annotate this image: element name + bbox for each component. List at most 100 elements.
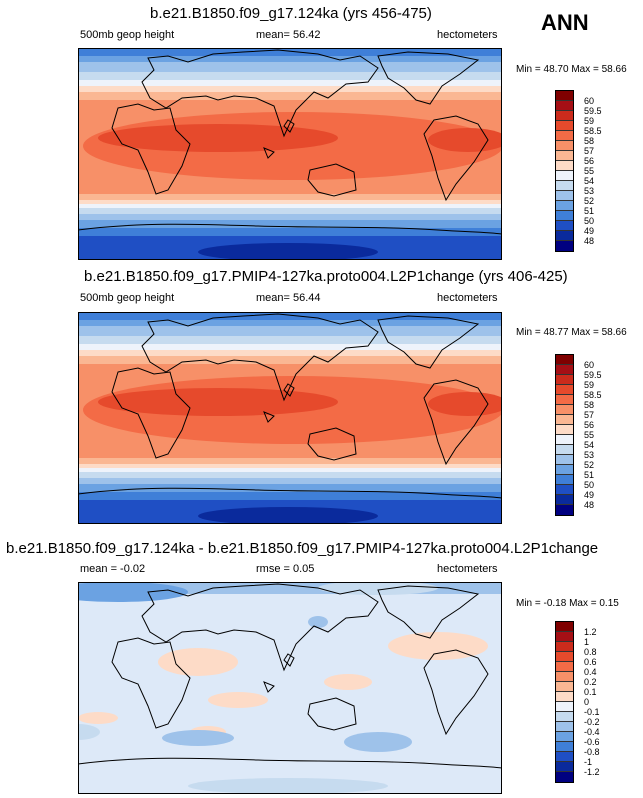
- colorbar-label: 53: [584, 450, 595, 460]
- colorbar-label: 54: [584, 440, 595, 450]
- panel-3-colorbar: [555, 621, 574, 783]
- panel-3-rmse: rmse = 0.05: [256, 563, 315, 575]
- colorbar-swatch: [556, 455, 573, 465]
- colorbar-swatch: [556, 445, 573, 455]
- panel-1-minmax: Min = 48.70 Max = 58.66: [516, 64, 627, 75]
- panel-1-variable: 500mb geop height: [80, 29, 175, 41]
- colorbar-swatch: [556, 181, 573, 191]
- colorbar-swatch: [556, 121, 573, 131]
- colorbar-swatch: [556, 622, 573, 632]
- colorbar-label: 0: [584, 697, 590, 707]
- colorbar-label: 53: [584, 186, 595, 196]
- colorbar-swatch: [556, 355, 573, 365]
- colorbar-swatch: [556, 662, 573, 672]
- colorbar-swatch: [556, 435, 573, 445]
- colorbar-swatch: [556, 141, 573, 151]
- colorbar-label: -0.1: [584, 707, 600, 717]
- panel-1-colorbar: [555, 90, 574, 252]
- colorbar-label: 56: [584, 156, 595, 166]
- colorbar-label: 48: [584, 500, 595, 510]
- colorbar-swatch: [556, 375, 573, 385]
- colorbar-label: 50: [584, 216, 595, 226]
- colorbar-label: 1: [584, 637, 590, 647]
- colorbar-swatch: [556, 91, 573, 101]
- colorbar-swatch: [556, 762, 573, 772]
- colorbar-swatch: [556, 211, 573, 221]
- panel-2-mean: mean= 56.44: [256, 292, 321, 304]
- colorbar-swatch: [556, 732, 573, 742]
- colorbar-swatch: [556, 652, 573, 662]
- panel-3-minmax: Min = -0.18 Max = 0.15: [516, 598, 619, 609]
- panel-3-mean: mean = -0.02: [80, 563, 146, 575]
- colorbar-label: 49: [584, 226, 595, 236]
- colorbar-swatch: [556, 485, 573, 495]
- colorbar-swatch: [556, 191, 573, 201]
- colorbar-label: 1.2: [584, 627, 597, 637]
- colorbar-label: 49: [584, 490, 595, 500]
- colorbar-label: 57: [584, 146, 595, 156]
- panel-1-field: [78, 48, 502, 260]
- colorbar-label: 55: [584, 166, 595, 176]
- panel-1-units: hectometers: [437, 29, 498, 41]
- panel-1-coastlines: [78, 49, 502, 235]
- colorbar-label: 0.4: [584, 667, 597, 677]
- colorbar-swatch: [556, 475, 573, 485]
- colorbar-swatch: [556, 385, 573, 395]
- colorbar-label: 56: [584, 420, 595, 430]
- panel-3-map: [78, 582, 502, 794]
- colorbar-label: 0.8: [584, 647, 597, 657]
- colorbar-swatch: [556, 692, 573, 702]
- colorbar-label: -0.8: [584, 747, 600, 757]
- panel-2-coastlines: [78, 313, 502, 499]
- panel-2-map: [78, 312, 502, 524]
- colorbar-swatch: [556, 465, 573, 475]
- colorbar-label: 51: [584, 470, 595, 480]
- colorbar-label: 48: [584, 236, 595, 246]
- colorbar-swatch: [556, 241, 573, 251]
- colorbar-label: -0.2: [584, 717, 600, 727]
- colorbar-swatch: [556, 171, 573, 181]
- panel-2-units: hectometers: [437, 292, 498, 304]
- colorbar-label: 57: [584, 410, 595, 420]
- colorbar-swatch: [556, 395, 573, 405]
- colorbar-swatch: [556, 702, 573, 712]
- colorbar-label: 59.5: [584, 370, 602, 380]
- colorbar-label: 58: [584, 136, 595, 146]
- panel-2-field: [78, 312, 502, 524]
- colorbar-swatch: [556, 151, 573, 161]
- colorbar-swatch: [556, 201, 573, 211]
- colorbar-label: 50: [584, 480, 595, 490]
- colorbar-swatch: [556, 231, 573, 241]
- colorbar-label: 55: [584, 430, 595, 440]
- colorbar-label: 59.5: [584, 106, 602, 116]
- colorbar-swatch: [556, 365, 573, 375]
- colorbar-swatch: [556, 221, 573, 231]
- colorbar-swatch: [556, 722, 573, 732]
- colorbar-swatch: [556, 131, 573, 141]
- panel-3-field: [78, 582, 502, 794]
- colorbar-swatch: [556, 415, 573, 425]
- colorbar-label: 58: [584, 400, 595, 410]
- panel-3-title: b.e21.B1850.f09_g17.124ka - b.e21.B1850.…: [6, 540, 599, 557]
- season-label: ANN: [541, 10, 589, 35]
- colorbar-swatch: [556, 772, 573, 782]
- panel-1-title: b.e21.B1850.f09_g17.124ka (yrs 456-475): [150, 5, 432, 22]
- colorbar-label: -0.4: [584, 727, 600, 737]
- colorbar-swatch: [556, 682, 573, 692]
- colorbar-label: 0.1: [584, 687, 597, 697]
- panel-2-minmax: Min = 48.77 Max = 58.66: [516, 327, 627, 338]
- colorbar-label: 0.6: [584, 657, 597, 667]
- colorbar-label: -1: [584, 757, 593, 767]
- colorbar-label: 58.5: [584, 390, 602, 400]
- colorbar-label: -1.2: [584, 767, 600, 777]
- colorbar-label: 60: [584, 96, 595, 106]
- colorbar-swatch: [556, 742, 573, 752]
- colorbar-label: 54: [584, 176, 595, 186]
- colorbar-swatch: [556, 752, 573, 762]
- colorbar-swatch: [556, 632, 573, 642]
- panel-1-mean: mean= 56.42: [256, 29, 321, 41]
- colorbar-swatch: [556, 161, 573, 171]
- colorbar-swatch: [556, 111, 573, 121]
- colorbar-label: 52: [584, 196, 595, 206]
- panel-2-title: b.e21.B1850.f09_g17.PMIP4-127ka.proto004…: [84, 268, 568, 285]
